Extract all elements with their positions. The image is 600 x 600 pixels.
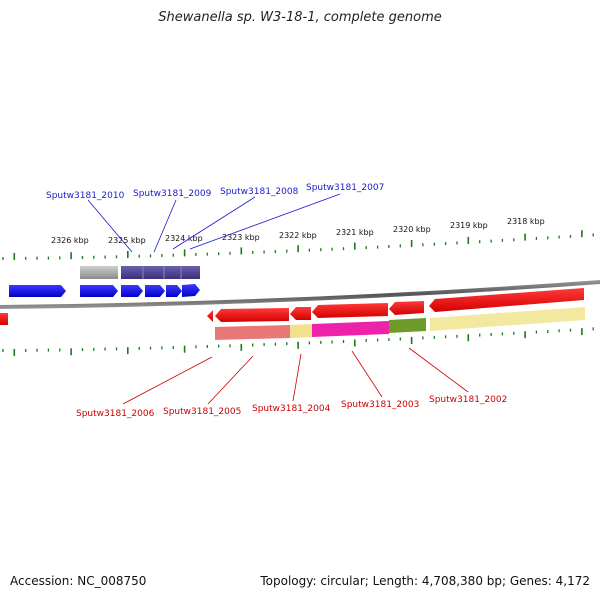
forward-gene-labels: Sputw3181_2010 Sputw3181_2009 Sputw3181_… [46,183,384,253]
scale-label: 2322 kbp [279,231,317,240]
annotation-bar-salmon[interactable] [215,325,290,340]
gene-arrow-forward[interactable] [145,285,165,297]
gene-label-sputw3181-2007[interactable]: Sputw3181_2007 [306,183,384,193]
scale-labels: 2326 kbp 2325 kbp 2324 kbp 2323 kbp 2322… [51,217,545,245]
gene-label-sputw3181-2006[interactable]: Sputw3181_2006 [76,409,155,419]
scale-ticks-top [2,230,594,260]
gene-arrow-forward[interactable] [166,285,182,297]
leader-line [292,353,302,402]
gene-arrow-reverse[interactable] [312,303,388,318]
scale-label: 2325 kbp [108,236,146,245]
gene-label-sputw3181-2003[interactable]: Sputw3181_2003 [341,400,419,410]
gene-label-sputw3181-2002[interactable]: Sputw3181_2002 [429,395,507,405]
leader-line [153,199,177,253]
leader-line [172,196,256,250]
leader-line [408,347,469,393]
scale-label: 2324 kbp [165,234,203,243]
leader-line [189,193,341,250]
leader-line [207,355,254,405]
reverse-annotation-bars [215,307,585,340]
gene-partial-left[interactable] [0,313,8,325]
annotation-bar-pale-yellow[interactable] [430,307,585,331]
topology-text: Topology: circular; Length: 4,708,380 bp… [260,574,590,588]
leader-line [87,199,133,253]
scale-ticks-bottom [2,327,594,356]
scale-label: 2318 kbp [507,217,545,226]
gene-label-sputw3181-2008[interactable]: Sputw3181_2008 [220,187,299,197]
gene-arrow-reverse[interactable] [215,308,289,322]
accession-text: Accession: NC_008750 [10,574,147,588]
gene-arrow-forward[interactable] [121,285,143,297]
gene-arrow-reverse[interactable] [207,310,213,322]
scale-label: 2320 kbp [393,225,431,234]
forward-strand-genes [9,284,200,297]
annotation-bar-olive[interactable] [389,318,426,333]
genome-title: Shewanella sp. W3-18-1, complete genome [158,10,442,25]
forward-annotation-bars [80,266,200,279]
leader-line [351,350,383,398]
gene-label-sputw3181-2009[interactable]: Sputw3181_2009 [133,189,212,199]
gene-label-sputw3181-2005[interactable]: Sputw3181_2005 [163,407,241,417]
gene-label-sputw3181-2004[interactable]: Sputw3181_2004 [252,404,331,414]
scale-label: 2319 kbp [450,221,488,230]
leader-line [122,356,213,405]
gene-arrow-reverse[interactable] [429,288,584,312]
annotation-bar-purple[interactable] [121,266,200,279]
gene-arrow-forward[interactable] [9,285,66,297]
scale-label: 2326 kbp [51,236,89,245]
annotation-bar-magenta[interactable] [312,321,389,337]
genome-backbone [0,280,600,309]
annotation-bar-yellow[interactable] [290,324,312,338]
gene-label-sputw3181-2010[interactable]: Sputw3181_2010 [46,191,125,201]
gene-arrow-reverse[interactable] [290,307,311,320]
scale-label: 2321 kbp [336,228,374,237]
gene-arrow-forward[interactable] [80,285,118,297]
gene-arrow-reverse[interactable] [389,301,424,315]
scale-label: 2323 kbp [222,233,260,242]
annotation-bar-gray[interactable] [80,266,118,279]
gene-arrow-forward[interactable] [182,284,200,297]
reverse-strand-genes [0,288,584,325]
reverse-gene-labels: Sputw3181_2006 Sputw3181_2005 Sputw3181_… [76,347,507,419]
